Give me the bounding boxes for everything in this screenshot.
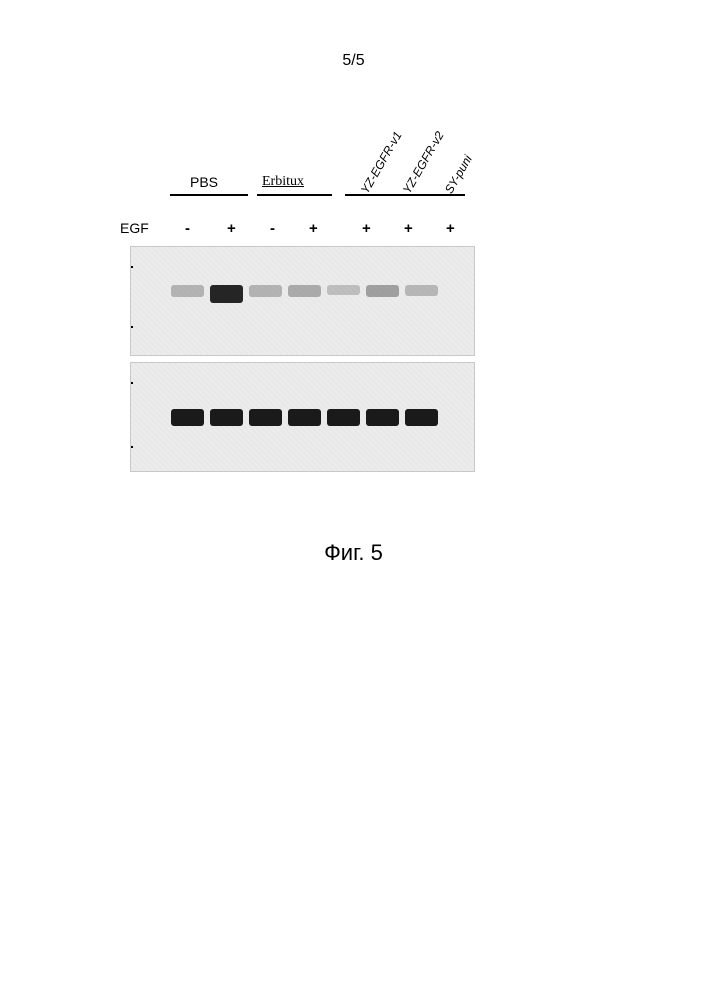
mw-tick-150-2 — [130, 446, 133, 448]
mw-tick-150-1 — [130, 326, 133, 328]
egf-sign-2: - — [270, 220, 275, 237]
band — [366, 285, 399, 297]
egf-sign-3: + — [309, 220, 318, 237]
band — [327, 409, 360, 426]
group-bar-variants — [345, 194, 465, 196]
lane-headers: PBS Erbitux YZ-EGFR-v1 YZ-EGFR-v2 SY-pun… — [130, 130, 590, 220]
group-label-pbs: PBS — [190, 174, 218, 190]
band — [210, 409, 243, 426]
band — [249, 409, 282, 426]
mw-tick-250-2 — [130, 382, 133, 384]
figure-container: PBS Erbitux YZ-EGFR-v1 YZ-EGFR-v2 SY-pun… — [130, 130, 590, 478]
egf-sign-0: - — [185, 220, 190, 237]
egf-sign-5: + — [404, 220, 413, 237]
mw-tick-250-1 — [130, 266, 133, 268]
band — [210, 285, 243, 303]
rotated-label-puni: SY-puni — [442, 153, 475, 196]
band — [405, 285, 438, 296]
blot1-lanes — [171, 285, 438, 303]
egf-row: EGF - + - + + + + — [130, 220, 590, 246]
band — [327, 285, 360, 295]
group-bar-pbs — [170, 194, 248, 196]
band — [288, 409, 321, 426]
blot-total-egfr: 250 кДа 150 кДа ← Общий EGFR — [130, 362, 475, 472]
egf-sign-1: + — [227, 220, 236, 237]
egf-sign-4: + — [362, 220, 371, 237]
rotated-label-v1: YZ-EGFR-v1 — [358, 129, 405, 196]
blot-pegfr: 250 кДа 150 кДа ← pEGFR — [130, 246, 475, 356]
band — [171, 285, 204, 297]
band — [405, 409, 438, 426]
band — [366, 409, 399, 426]
band — [249, 285, 282, 297]
blot2-lanes — [171, 409, 438, 426]
rotated-label-v2: YZ-EGFR-v2 — [400, 129, 447, 196]
egf-label: EGF — [120, 220, 149, 236]
group-label-erbitux: Erbitux — [262, 174, 304, 190]
page-number: 5/5 — [0, 52, 707, 70]
group-bar-erbitux — [257, 194, 332, 196]
egf-sign-6: + — [446, 220, 455, 237]
figure-caption: Фиг. 5 — [0, 540, 707, 566]
band — [171, 409, 204, 426]
band — [288, 285, 321, 297]
